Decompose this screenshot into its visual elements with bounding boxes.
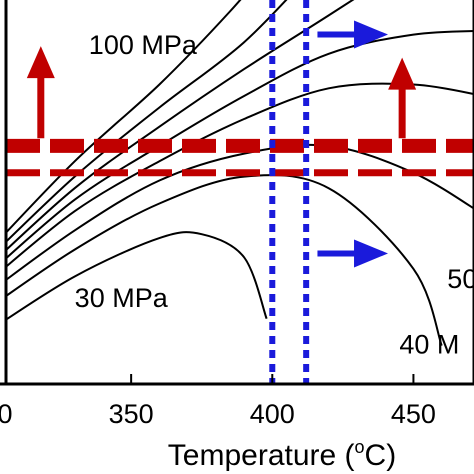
up-arrow-1-head: [26, 46, 55, 79]
series-line-7: [6, 0, 288, 244]
series-line-1: [6, 231, 268, 321]
x-tick-label-300: 300: [0, 399, 13, 429]
series-line-3: [6, 143, 474, 282]
x-axis-label: Temperature (oC): [168, 437, 396, 472]
x-tick-label-450: 450: [391, 399, 436, 429]
right-arrow-4: [317, 239, 389, 268]
right-arrow-4-head: [354, 239, 389, 268]
plot-frame: [0, 0, 474, 386]
series-line-5: [6, 30, 474, 260]
series-line-6: [6, 0, 355, 252]
annotation-2: 30 MPa: [75, 283, 169, 313]
x-axis-ticks: 300 350 400 450: [0, 374, 436, 429]
arrows: [26, 20, 417, 268]
series-line-8: [6, 0, 242, 235]
annotation-1: 100 MPa: [89, 30, 198, 60]
up-arrow-1: [26, 46, 55, 139]
right-arrow-3-head: [354, 20, 389, 49]
annotation-3: 40 M: [399, 329, 459, 359]
reference-lines: [6, 0, 474, 383]
up-arrow-2: [388, 57, 417, 139]
up-arrow-2-head: [388, 57, 417, 90]
right-arrow-3: [317, 20, 389, 49]
series-curves: [6, 0, 474, 346]
x-tick-label-350: 350: [109, 399, 154, 429]
annotation-4: 50: [447, 264, 474, 294]
series-line-2: [6, 174, 443, 346]
annotations: 100 MPa 30 MPa 40 M 50: [75, 30, 474, 360]
x-tick-label-400: 400: [250, 399, 295, 429]
